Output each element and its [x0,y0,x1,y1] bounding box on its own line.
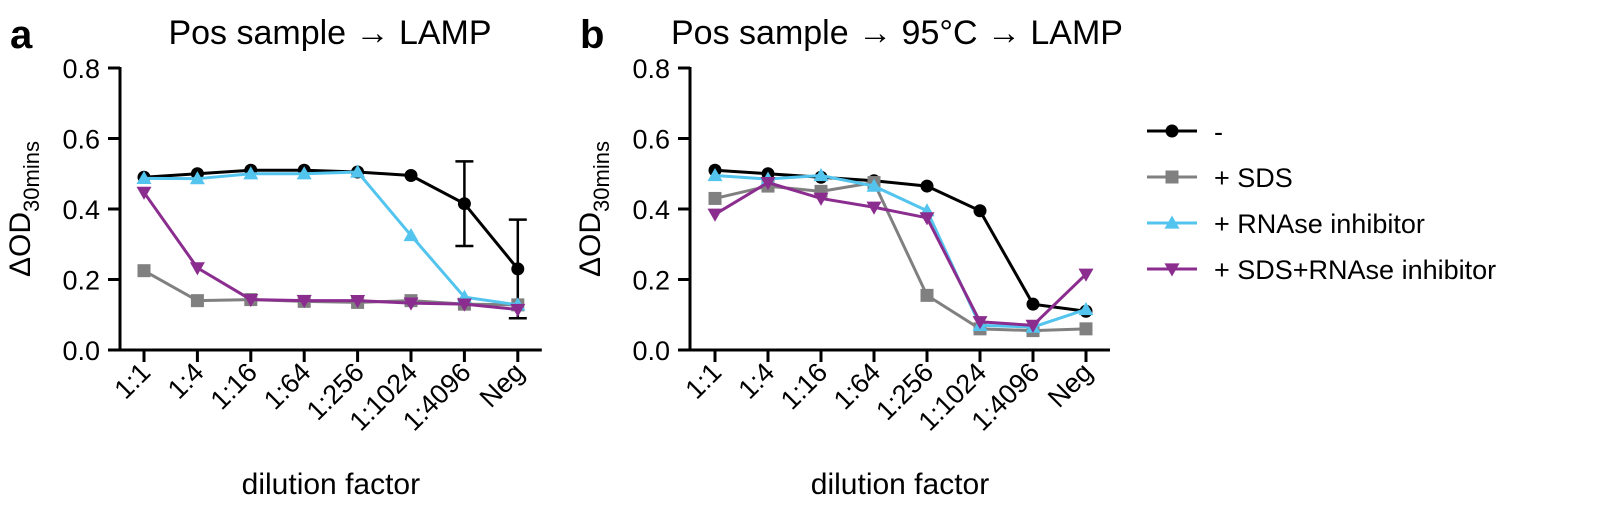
legend-label: - [1214,117,1223,147]
y-axis-label-sub: 30mins [19,141,44,212]
x-tick-label: 1:1 [108,357,156,405]
data-point [138,264,151,277]
y-axis-label-main: ΔOD [574,212,607,277]
chart-title: Pos sample → LAMP [168,14,491,52]
data-point [709,192,722,205]
data-point [190,262,205,275]
series-line [144,172,518,305]
panel-a: a Pos sample → LAMP 0.0 0.2 0.4 0.6 0.8 1:1 1:41… [4,13,542,501]
x-tick-label: Neg [474,357,530,413]
y-tick-label: 0.0 [62,336,100,366]
y-axis-label-sub: 30mins [589,141,614,212]
data-point [921,180,934,193]
panel-letter: b [580,13,604,57]
series-2 [137,164,526,310]
x-tick-label: 1:16 [775,357,833,415]
panel-b: b Pos sample → 95°C → LAMP 0.0 0.2 0.4 0.6 0.8… [574,13,1123,501]
data-point [405,169,418,182]
legend: - + SDS + RNAse inhibitor + SDS+RNAse inhib… [1147,117,1496,285]
x-tick-label: 1:1 [679,357,727,405]
data-point [921,289,934,302]
y-tick-label: 0.2 [62,266,100,296]
y-axis-label-main: ΔOD [4,212,37,277]
x-axis-label: dilution factor [811,468,989,501]
legend-label: + SDS [1214,163,1293,193]
chart-title: Pos sample → 95°C → LAMP [671,14,1123,52]
x-tick-label: 1:4 [732,357,780,405]
y-tick-label: 0.4 [632,195,670,225]
data-point [974,204,987,217]
x-axis-label: dilution factor [242,468,420,501]
data-point [458,197,471,210]
y-tick-label: 0.8 [62,54,100,84]
data-point [708,209,723,222]
y-tick-label: 0.0 [632,336,670,366]
legend-label: + RNAse inhibitor [1214,209,1425,239]
data-point [511,262,524,275]
y-axis-label: ΔOD30mins [574,141,614,277]
y-tick-label: 0.6 [632,125,670,155]
legend-marker [1166,171,1179,184]
series-1 [709,176,1093,337]
x-tick-label: Neg [1042,357,1098,413]
y-axis-label: ΔOD30mins [4,141,44,277]
x-tick-label: 1:4 [162,357,210,405]
data-point [1080,322,1093,335]
y-tick-label: 0.8 [632,54,670,84]
panel-letter: a [10,13,33,57]
x-tick-label: 1:16 [205,357,263,415]
y-tick-label: 0.4 [62,195,100,225]
y-tick-label: 0.2 [632,266,670,296]
legend-marker [1166,125,1179,138]
y-tick-label: 0.6 [62,125,100,155]
series-line [144,170,518,269]
data-point [1027,298,1040,311]
data-point [191,294,204,307]
legend-label: + SDS+RNAse inhibitor [1214,255,1496,285]
